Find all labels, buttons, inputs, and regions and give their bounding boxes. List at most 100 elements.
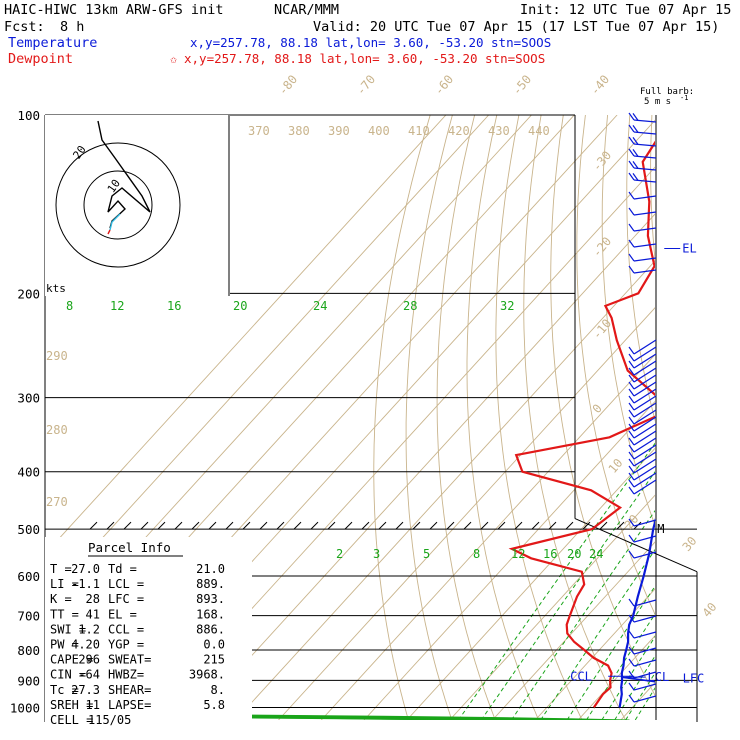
valid-time: Valid: 20 UTC Tue 07 Apr 15 (17 LST Tue … <box>313 19 719 35</box>
mixing-ratio-line <box>510 509 655 720</box>
pressure-tick-label: 400 <box>17 465 40 480</box>
isotherm-line <box>449 494 655 720</box>
parcel-info-cell: -64 <box>78 668 100 682</box>
hash-mark <box>429 521 438 530</box>
hash-mark <box>531 521 540 530</box>
wind-barb <box>633 339 657 355</box>
wind-barb-flag <box>628 172 635 181</box>
wind-barb-flag <box>628 437 635 446</box>
wind-barb-flag <box>628 402 635 411</box>
theta-label: 270 <box>46 495 68 509</box>
mixing-ratio-label: 8 <box>66 299 73 313</box>
isotherm-line <box>320 353 655 720</box>
wind-barb-flag <box>628 253 635 262</box>
parcel-info-cell: SREH = <box>50 698 93 712</box>
wind-barb-flag <box>628 614 635 623</box>
hash-mark <box>310 521 319 530</box>
wind-barb-flag <box>628 374 635 383</box>
wind-barb <box>633 535 657 543</box>
isotherm-line <box>45 115 490 602</box>
wind-barb <box>633 683 657 691</box>
dewpoint-legend: Dewpoint <box>8 51 73 67</box>
isotherm-label: -40 <box>588 72 613 98</box>
hodograph-trace <box>97 120 151 229</box>
dewpoint-line <box>508 140 655 709</box>
wind-barb <box>633 381 657 397</box>
wind-barb-flag <box>632 137 639 145</box>
wind-barb <box>633 423 657 439</box>
mixing-ratio-label: 12 <box>110 299 124 313</box>
parcel-info-cell: SWI = <box>50 622 86 636</box>
wind-barb-flag <box>628 550 635 559</box>
parcel-info-cell: 27.3 <box>71 683 100 697</box>
isotherm-label: -50 <box>510 72 535 98</box>
wind-barb <box>633 416 657 432</box>
wind-barb-flag <box>628 479 635 488</box>
wind-barb <box>633 631 657 639</box>
annotation-m: M <box>657 522 664 536</box>
parcel-info-cell: 0.0 <box>203 638 225 652</box>
wind-barb <box>633 444 657 460</box>
hodograph: 10 20 kts <box>45 115 230 296</box>
dewpoint-info: x,y=257.78, 88.18 lat,lon= 3.60, -53.20 … <box>184 51 545 66</box>
theta-label: 280 <box>46 423 68 437</box>
parcel-info-title: Parcel Info <box>88 540 171 555</box>
wind-barb-flag <box>628 694 635 703</box>
hash-mark <box>259 521 268 530</box>
temperature-line <box>618 518 655 708</box>
wind-barb-flag <box>628 465 635 474</box>
parcel-info-cell: 27.0 <box>71 562 100 576</box>
isotherm-line <box>707 115 740 720</box>
wind-barb <box>633 367 657 383</box>
hash-mark <box>174 521 183 530</box>
mixing-ratio-line <box>540 548 655 720</box>
isotherm-label: -70 <box>354 72 379 98</box>
mixing-ratio-label: 28 <box>403 299 417 313</box>
parcel-info-cell: 893. <box>196 592 225 606</box>
wind-barb-flag <box>628 265 635 274</box>
mixing-ratio-label: 20 <box>233 299 247 313</box>
wind-barb <box>633 437 657 453</box>
wind-barb-flag <box>628 682 635 691</box>
wind-barb <box>633 195 657 200</box>
wind-barb <box>633 402 657 418</box>
wind-barb-flag <box>628 136 635 145</box>
dry-adiabat-line <box>601 115 655 527</box>
mixing-ratio-label: 12 <box>511 547 525 561</box>
hash-mark <box>242 521 251 530</box>
dry-adiabat-line <box>696 115 740 720</box>
wind-barb <box>633 211 657 216</box>
parcel-info-cell: CAPE = <box>50 653 93 667</box>
parcel-info-cell: LAPSE= <box>108 698 151 712</box>
hodograph-units: kts <box>46 282 66 295</box>
isotherm-line <box>620 681 655 720</box>
theta-label: 430 <box>488 124 510 138</box>
isotherm-line <box>235 260 655 720</box>
hash-mark <box>395 521 404 530</box>
parcel-info-cell: T = <box>50 562 72 576</box>
mixing-ratio-label: 5 <box>423 547 430 561</box>
mixing-ratio-label: 24 <box>589 547 603 561</box>
mixing-ratio-line <box>566 585 655 720</box>
hash-mark <box>463 521 472 530</box>
wind-barb-flag <box>628 444 635 453</box>
hodograph-outer-label: 20 <box>70 143 88 161</box>
wind-barb <box>633 243 657 248</box>
hash-mark <box>412 521 421 530</box>
barb-note-units: 5 m s <box>644 97 671 107</box>
theta-label: 410 <box>408 124 430 138</box>
parcel-info-cell: Td = <box>108 562 137 576</box>
wind-barb <box>633 472 657 488</box>
wind-barb-flag <box>632 149 639 157</box>
wind-barb <box>633 353 657 369</box>
parcel-info-cell: LCL = <box>108 577 144 591</box>
hash-mark <box>497 521 506 530</box>
wind-barb <box>633 479 657 495</box>
parcel-info-cell: 296 <box>78 653 100 667</box>
wind-barb <box>633 388 657 404</box>
init-time: Init: 12 UTC Tue 07 Apr 15 <box>520 2 731 18</box>
fcst-label: Fcst: <box>4 19 45 35</box>
hash-mark <box>191 521 200 530</box>
wind-barb <box>633 360 657 376</box>
